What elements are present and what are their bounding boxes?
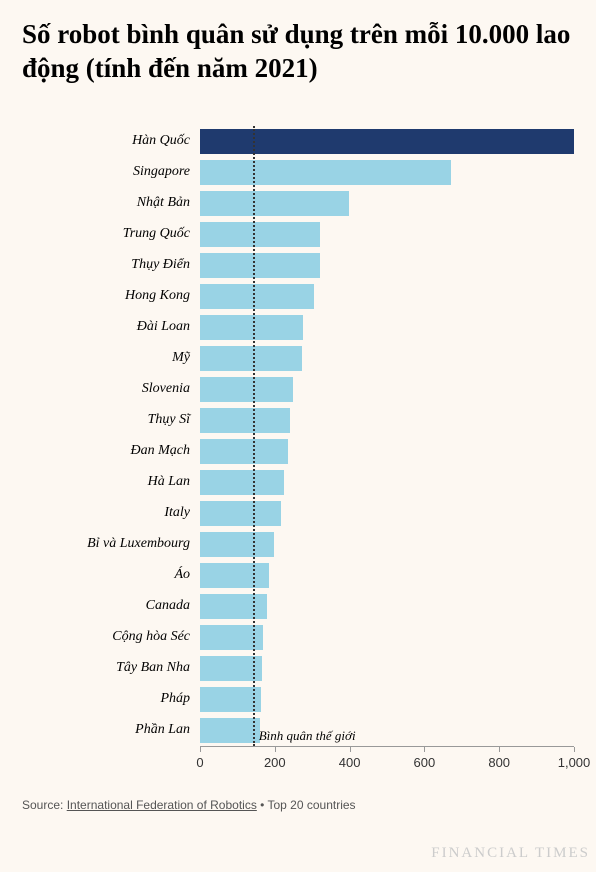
x-tick xyxy=(499,747,500,752)
bar-label: Hong Kong xyxy=(22,288,200,304)
bar-track xyxy=(200,219,574,250)
x-tick xyxy=(574,747,575,752)
bar-row: Slovenia xyxy=(22,374,574,405)
bar-row: Canada xyxy=(22,591,574,622)
x-tick xyxy=(275,747,276,752)
bar-track xyxy=(200,591,574,622)
bar-row: Áo xyxy=(22,560,574,591)
bar-track xyxy=(200,281,574,312)
bar-row: Italy xyxy=(22,498,574,529)
bar-label: Thụy Điển xyxy=(22,257,200,273)
bars-container: Hàn Quốc Singapore Nhật Bản Trung Quốc Thụy … xyxy=(22,126,574,746)
bar-track xyxy=(200,467,574,498)
bar-row: Cộng hòa Séc xyxy=(22,622,574,653)
source-prefix: Source: xyxy=(22,798,67,812)
x-tick-label: 200 xyxy=(264,755,286,770)
bar xyxy=(200,408,290,433)
bar-track xyxy=(200,560,574,591)
bar xyxy=(200,284,314,309)
bar xyxy=(200,501,281,526)
bar-label: Nhật Bản xyxy=(22,195,200,211)
bar-track xyxy=(200,436,574,467)
brand-watermark: FINANCIAL TIMES xyxy=(431,845,590,862)
average-reference-line xyxy=(253,126,255,746)
x-tick-label: 0 xyxy=(196,755,203,770)
bar-track xyxy=(200,715,574,746)
bar-track xyxy=(200,653,574,684)
x-tick xyxy=(350,747,351,752)
bar-track xyxy=(200,250,574,281)
bar-label: Mỹ xyxy=(22,350,200,366)
bar-row: Nhật Bản xyxy=(22,188,574,219)
bar-label: Cộng hòa Séc xyxy=(22,629,200,645)
bar-track xyxy=(200,188,574,219)
bar xyxy=(200,191,349,216)
bar-label: Trung Quốc xyxy=(22,226,200,242)
x-tick-label: 600 xyxy=(414,755,436,770)
bar-track xyxy=(200,126,574,157)
bar xyxy=(200,532,274,557)
bar xyxy=(200,377,293,402)
source-suffix: • Top 20 countries xyxy=(257,798,356,812)
bar-label: Pháp xyxy=(22,691,200,707)
bar-label: Tây Ban Nha xyxy=(22,660,200,676)
bar xyxy=(200,718,260,743)
bar xyxy=(200,129,574,154)
bar-row: Tây Ban Nha xyxy=(22,653,574,684)
bar xyxy=(200,222,320,247)
chart-title: Số robot bình quân sử dụng trên mỗi 10.0… xyxy=(22,18,574,86)
bar-label: Slovenia xyxy=(22,381,200,397)
bar-track xyxy=(200,374,574,405)
source-link[interactable]: International Federation of Robotics xyxy=(67,798,257,812)
x-tick xyxy=(424,747,425,752)
bar-label: Singapore xyxy=(22,164,200,180)
bar-label: Hàn Quốc xyxy=(22,133,200,149)
x-tick xyxy=(200,747,201,752)
bar-row: Pháp xyxy=(22,684,574,715)
bar-label: Đài Loan xyxy=(22,319,200,335)
bar xyxy=(200,160,451,185)
bar xyxy=(200,439,288,464)
bar-row: Hong Kong xyxy=(22,281,574,312)
bar-track xyxy=(200,622,574,653)
bar-row: Singapore xyxy=(22,157,574,188)
bar-label: Bỉ và Luxembourg xyxy=(22,536,200,552)
bar-label: Đan Mạch xyxy=(22,443,200,459)
bar-label: Phần Lan xyxy=(22,722,200,738)
bar-track xyxy=(200,405,574,436)
bar-row: Trung Quốc xyxy=(22,219,574,250)
bar-row: Đài Loan xyxy=(22,312,574,343)
bar-label: Áo xyxy=(22,567,200,583)
bar-row: Hà Lan xyxy=(22,467,574,498)
bar-row: Thụy Sĩ xyxy=(22,405,574,436)
source-line: Source: International Federation of Robo… xyxy=(22,798,574,812)
average-label: Bình quân thế giới xyxy=(259,728,356,744)
chart-area: Hàn Quốc Singapore Nhật Bản Trung Quốc Thụy … xyxy=(22,126,574,786)
bar-label: Canada xyxy=(22,598,200,614)
bar xyxy=(200,315,303,340)
bar xyxy=(200,563,269,588)
bar-track xyxy=(200,498,574,529)
bar-track xyxy=(200,312,574,343)
x-tick-label: 1,000 xyxy=(558,755,591,770)
bar-track xyxy=(200,343,574,374)
bar-track xyxy=(200,529,574,560)
bar xyxy=(200,253,320,278)
bar xyxy=(200,346,302,371)
bar-row: Đan Mạch xyxy=(22,436,574,467)
bar-row: Bỉ và Luxembourg xyxy=(22,529,574,560)
bar-label: Italy xyxy=(22,505,200,521)
bar-label: Thụy Sĩ xyxy=(22,412,200,428)
x-tick-label: 800 xyxy=(488,755,510,770)
bar-label: Hà Lan xyxy=(22,474,200,490)
bar-row: Thụy Điển xyxy=(22,250,574,281)
bar xyxy=(200,594,267,619)
bar-row: Hàn Quốc xyxy=(22,126,574,157)
bar-track xyxy=(200,684,574,715)
bar-row: Mỹ xyxy=(22,343,574,374)
x-axis: 02004006008001,000 xyxy=(200,746,574,776)
bar xyxy=(200,470,284,495)
bar-track xyxy=(200,157,574,188)
x-tick-label: 400 xyxy=(339,755,361,770)
